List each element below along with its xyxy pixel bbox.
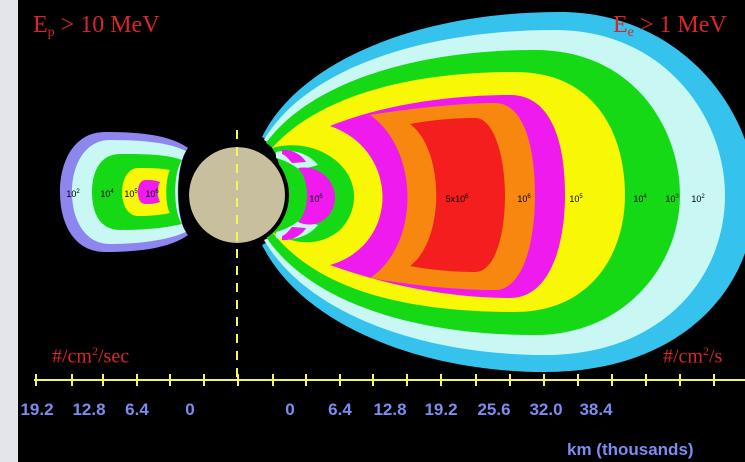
diagram-frame (18, 0, 745, 462)
axis-tick-label-left: 6.4 (125, 400, 149, 419)
electron-inner-magenta-bottom (282, 227, 306, 241)
belt-graphic (34, 12, 745, 386)
electron-energy-title: Ee > 1 MeV (613, 12, 727, 40)
electron-green-flux-label: 104 (633, 194, 647, 204)
axis-tick-label-right: 0 (285, 400, 295, 419)
left-border-strip (0, 0, 18, 462)
electron-light-cyan-flux-label: 103 (665, 194, 679, 204)
electron-peak-flux-label: 5x106 (445, 194, 469, 204)
axis-tick-label-left: 0 (185, 400, 195, 419)
axis-tick-label-right: 19.2 (424, 400, 458, 419)
axis-tick-label-right: 25.6 (477, 400, 511, 419)
proton-flux-label-outer: 102 (66, 189, 80, 199)
scale-axis-ticks (35, 374, 715, 386)
axis-tick-label-right: 32.0 (529, 400, 563, 419)
proton-flux-label-green: 104 (100, 189, 114, 199)
electron-inner-flux-label: 106 (309, 194, 323, 204)
electron-inner-magenta (298, 167, 336, 225)
axis-title: km (thousands) (567, 440, 694, 459)
axis-tick-label-right: 38.4 (579, 400, 613, 419)
earth (189, 147, 285, 243)
electron-zone-red (410, 118, 505, 272)
axis-tick-label-left: 12.8 (72, 400, 106, 419)
electron-inner-magenta-top (282, 149, 306, 163)
axis-tick-label-right: 12.8 (373, 400, 407, 419)
proton-flux-label-yellow: 105 (124, 189, 138, 199)
electron-cyan-flux-label: 102 (691, 194, 705, 204)
earth-shadow (185, 143, 289, 247)
proton-flux-units: #/cm2/sec (52, 344, 130, 368)
proton-belt (60, 132, 188, 252)
proton-flux-label-core: 106 (145, 189, 159, 199)
electron-flux-units: #/cm2/s (663, 344, 723, 368)
electron-yellow-flux-label: 105 (569, 194, 583, 204)
electron-magenta-flux-label: 106 (517, 194, 531, 204)
proton-zone-magenta (138, 180, 160, 204)
axis-tick-label-left: 19.2 (20, 400, 54, 419)
electron-belt (262, 12, 745, 372)
proton-energy-title: Ep > 10 MeV (33, 12, 160, 40)
axis-tick-label-right: 6.4 (328, 400, 352, 419)
